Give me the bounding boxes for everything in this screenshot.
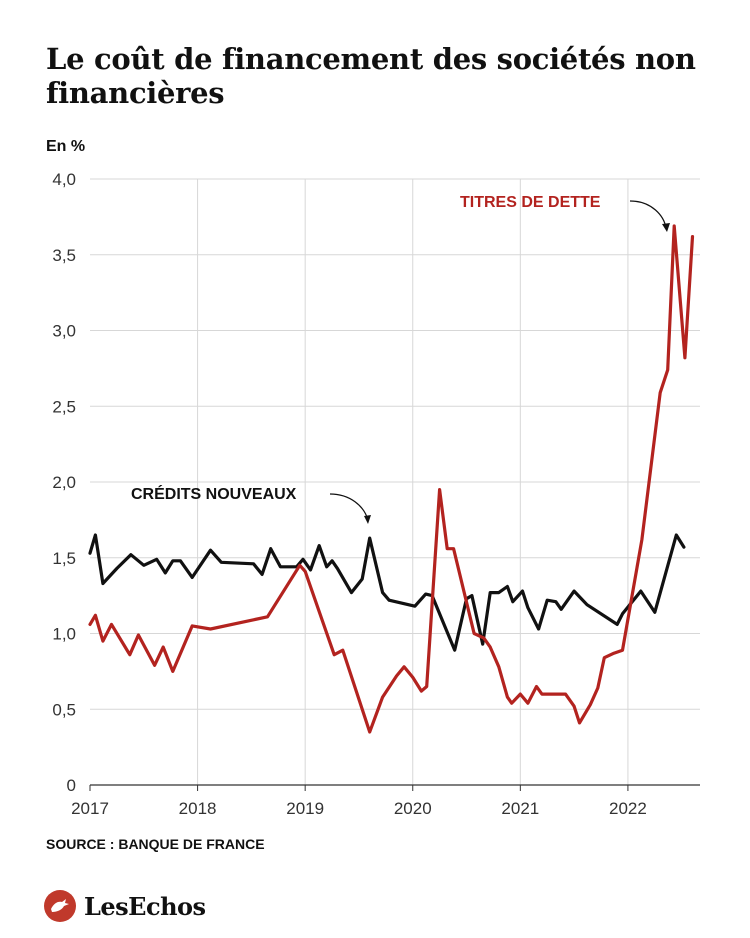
annotation-credits-arrow [329, 493, 369, 521]
annotation-layer: CRÉDITS NOUVEAUX TITRES DE DETTE [131, 194, 670, 524]
y-tick-label: 1,0 [52, 625, 76, 644]
brand-name: LesEchos [84, 891, 206, 921]
x-tick-label: 2021 [501, 799, 539, 818]
x-tick-label: 2017 [71, 799, 109, 818]
y-tick-label: 3,5 [52, 246, 76, 265]
annotation-titres-arrow [629, 200, 667, 229]
series-line-credits-nouveaux [88, 533, 686, 652]
series-layer [88, 224, 695, 734]
y-tick-label: 1,5 [52, 549, 76, 568]
echos-griffin-logo-icon [44, 890, 76, 922]
x-tick-label: 2018 [179, 799, 217, 818]
y-tick-label: 3,0 [52, 322, 76, 341]
y-tick-label: 2,5 [52, 397, 76, 416]
annotation-credits-arrowhead [364, 515, 371, 524]
y-axis-unit-label: En % [46, 138, 86, 155]
brand-lockup: LesEchos [44, 888, 206, 924]
series-line-titres-de-dette [88, 224, 695, 734]
y-tick-label: 4,0 [52, 170, 76, 189]
annotation-titres-arrowhead [662, 223, 670, 232]
source-note: SOURCE : BANQUE DE FRANCE [46, 836, 265, 852]
tick-layer: 0 0,5 1,0 1,5 2,0 2,5 3,0 3,5 4,0 2017 2018 2019 202… [52, 170, 700, 818]
x-tick-label: 2022 [609, 799, 647, 818]
y-tick-label: 0,5 [52, 700, 76, 719]
annotation-credits-nouveaux: CRÉDITS NOUVEAUX [131, 484, 297, 503]
y-tick-label: 2,0 [52, 473, 76, 492]
chart-title: Le coût de financement des sociétés non … [46, 42, 696, 110]
y-tick-label: 0 [67, 776, 76, 795]
griffin-glyph-icon [51, 899, 69, 912]
x-tick-label: 2020 [394, 799, 432, 818]
grid-layer [90, 178, 700, 785]
annotation-titres-de-dette: TITRES DE DETTE [460, 194, 601, 211]
x-tick-label: 2019 [286, 799, 324, 818]
